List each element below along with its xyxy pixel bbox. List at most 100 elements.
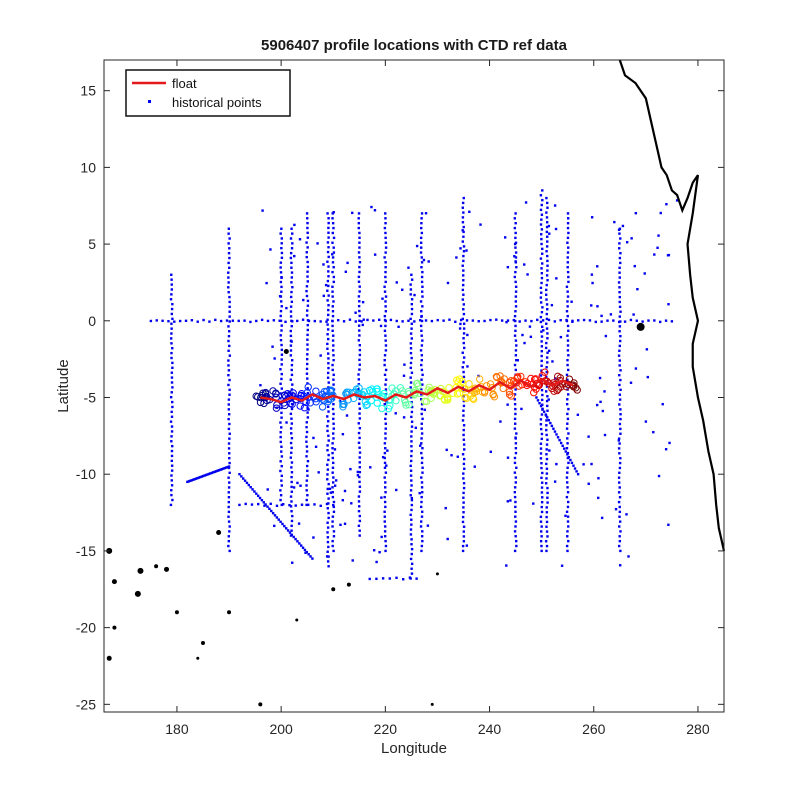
historical-point: [420, 412, 423, 416]
historical-point: [327, 511, 330, 515]
historical-point: [280, 411, 283, 415]
historical-point: [327, 255, 330, 259]
historical-point: [384, 300, 387, 303]
historical-point: [514, 324, 517, 328]
historical-point: [326, 478, 329, 481]
legend-historical-label: historical points: [172, 95, 262, 110]
historical-point: [540, 203, 543, 207]
historical-point: [541, 496, 544, 499]
historical-point: [545, 448, 548, 451]
historical-point: [413, 320, 416, 323]
historical-point: [306, 231, 309, 235]
historical-point: [462, 457, 466, 461]
historical-point: [419, 300, 423, 303]
historical-point: [540, 364, 543, 367]
historical-point: [327, 246, 330, 249]
historical-point: [627, 555, 630, 558]
historical-point: [227, 535, 230, 538]
historical-point: [629, 381, 633, 384]
historical-point: [169, 503, 173, 507]
historical-point: [567, 432, 570, 435]
historical-point: [545, 385, 549, 388]
historical-point: [299, 484, 302, 487]
historical-point: [346, 261, 349, 265]
historical-point: [619, 549, 622, 553]
historical-point: [547, 349, 551, 353]
historical-point: [420, 319, 424, 323]
historical-point: [368, 577, 371, 581]
historical-point: [326, 289, 329, 292]
historical-point: [169, 337, 173, 340]
float-profile-marker: [490, 393, 499, 401]
historical-point: [314, 445, 318, 448]
historical-point: [358, 407, 361, 410]
historical-point: [289, 441, 293, 445]
y-tick-label: 0: [88, 313, 96, 329]
historical-point: [327, 226, 330, 230]
historical-point: [331, 349, 335, 352]
historical-point: [479, 223, 482, 226]
historical-point: [462, 511, 465, 514]
historical-point: [619, 334, 622, 338]
historical-point: [265, 281, 268, 285]
historical-point: [280, 343, 283, 347]
historical-point: [505, 320, 508, 324]
historical-point: [545, 375, 548, 379]
historical-point: [617, 544, 621, 548]
historical-point: [524, 201, 528, 204]
historical-point: [540, 510, 544, 514]
float-profile-marker: [530, 388, 538, 397]
historical-point: [619, 369, 622, 372]
historical-point: [566, 358, 569, 362]
historical-point: [282, 503, 285, 506]
historical-point: [358, 466, 361, 469]
historical-point: [410, 415, 413, 419]
historical-point: [420, 310, 423, 313]
historical-point: [420, 221, 423, 225]
historical-point: [545, 549, 548, 553]
historical-point: [170, 332, 173, 335]
historical-point: [619, 378, 622, 382]
historical-point: [167, 320, 170, 323]
historical-point: [332, 417, 335, 421]
historical-point: [305, 357, 309, 361]
historical-point: [483, 319, 486, 323]
historical-point: [541, 247, 544, 251]
historical-point: [409, 464, 412, 468]
historical-point: [383, 515, 387, 518]
float-profile-marker: [530, 375, 539, 384]
historical-point: [566, 221, 570, 225]
historical-point: [331, 442, 334, 445]
historical-point: [384, 383, 387, 386]
historical-point: [357, 212, 361, 215]
historical-point: [319, 504, 322, 508]
historical-point: [242, 477, 245, 480]
historical-point: [506, 403, 509, 406]
historical-point: [186, 480, 189, 484]
historical-point: [283, 524, 286, 528]
chart-title: 5906407 profile locations with CTD ref d…: [261, 37, 568, 54]
historical-point: [567, 354, 570, 357]
historical-point: [513, 217, 517, 220]
historical-point: [536, 399, 540, 402]
historical-point: [540, 505, 543, 509]
historical-point: [280, 353, 284, 356]
historical-point: [545, 283, 548, 287]
historical-point: [409, 351, 413, 355]
historical-point: [653, 319, 656, 322]
historical-point: [618, 339, 622, 343]
historical-point: [515, 544, 518, 548]
historical-point: [384, 539, 387, 543]
historical-point: [280, 324, 283, 327]
historical-point: [228, 237, 231, 240]
plot-area-frame: [103, 59, 725, 713]
historical-point: [618, 359, 621, 362]
historical-point: [375, 560, 378, 564]
historical-point: [228, 344, 231, 348]
historical-point: [462, 496, 465, 499]
historical-point: [566, 251, 570, 254]
historical-point: [566, 491, 570, 494]
historical-point: [395, 488, 398, 492]
historical-point: [540, 262, 544, 265]
historical-point: [305, 255, 308, 259]
